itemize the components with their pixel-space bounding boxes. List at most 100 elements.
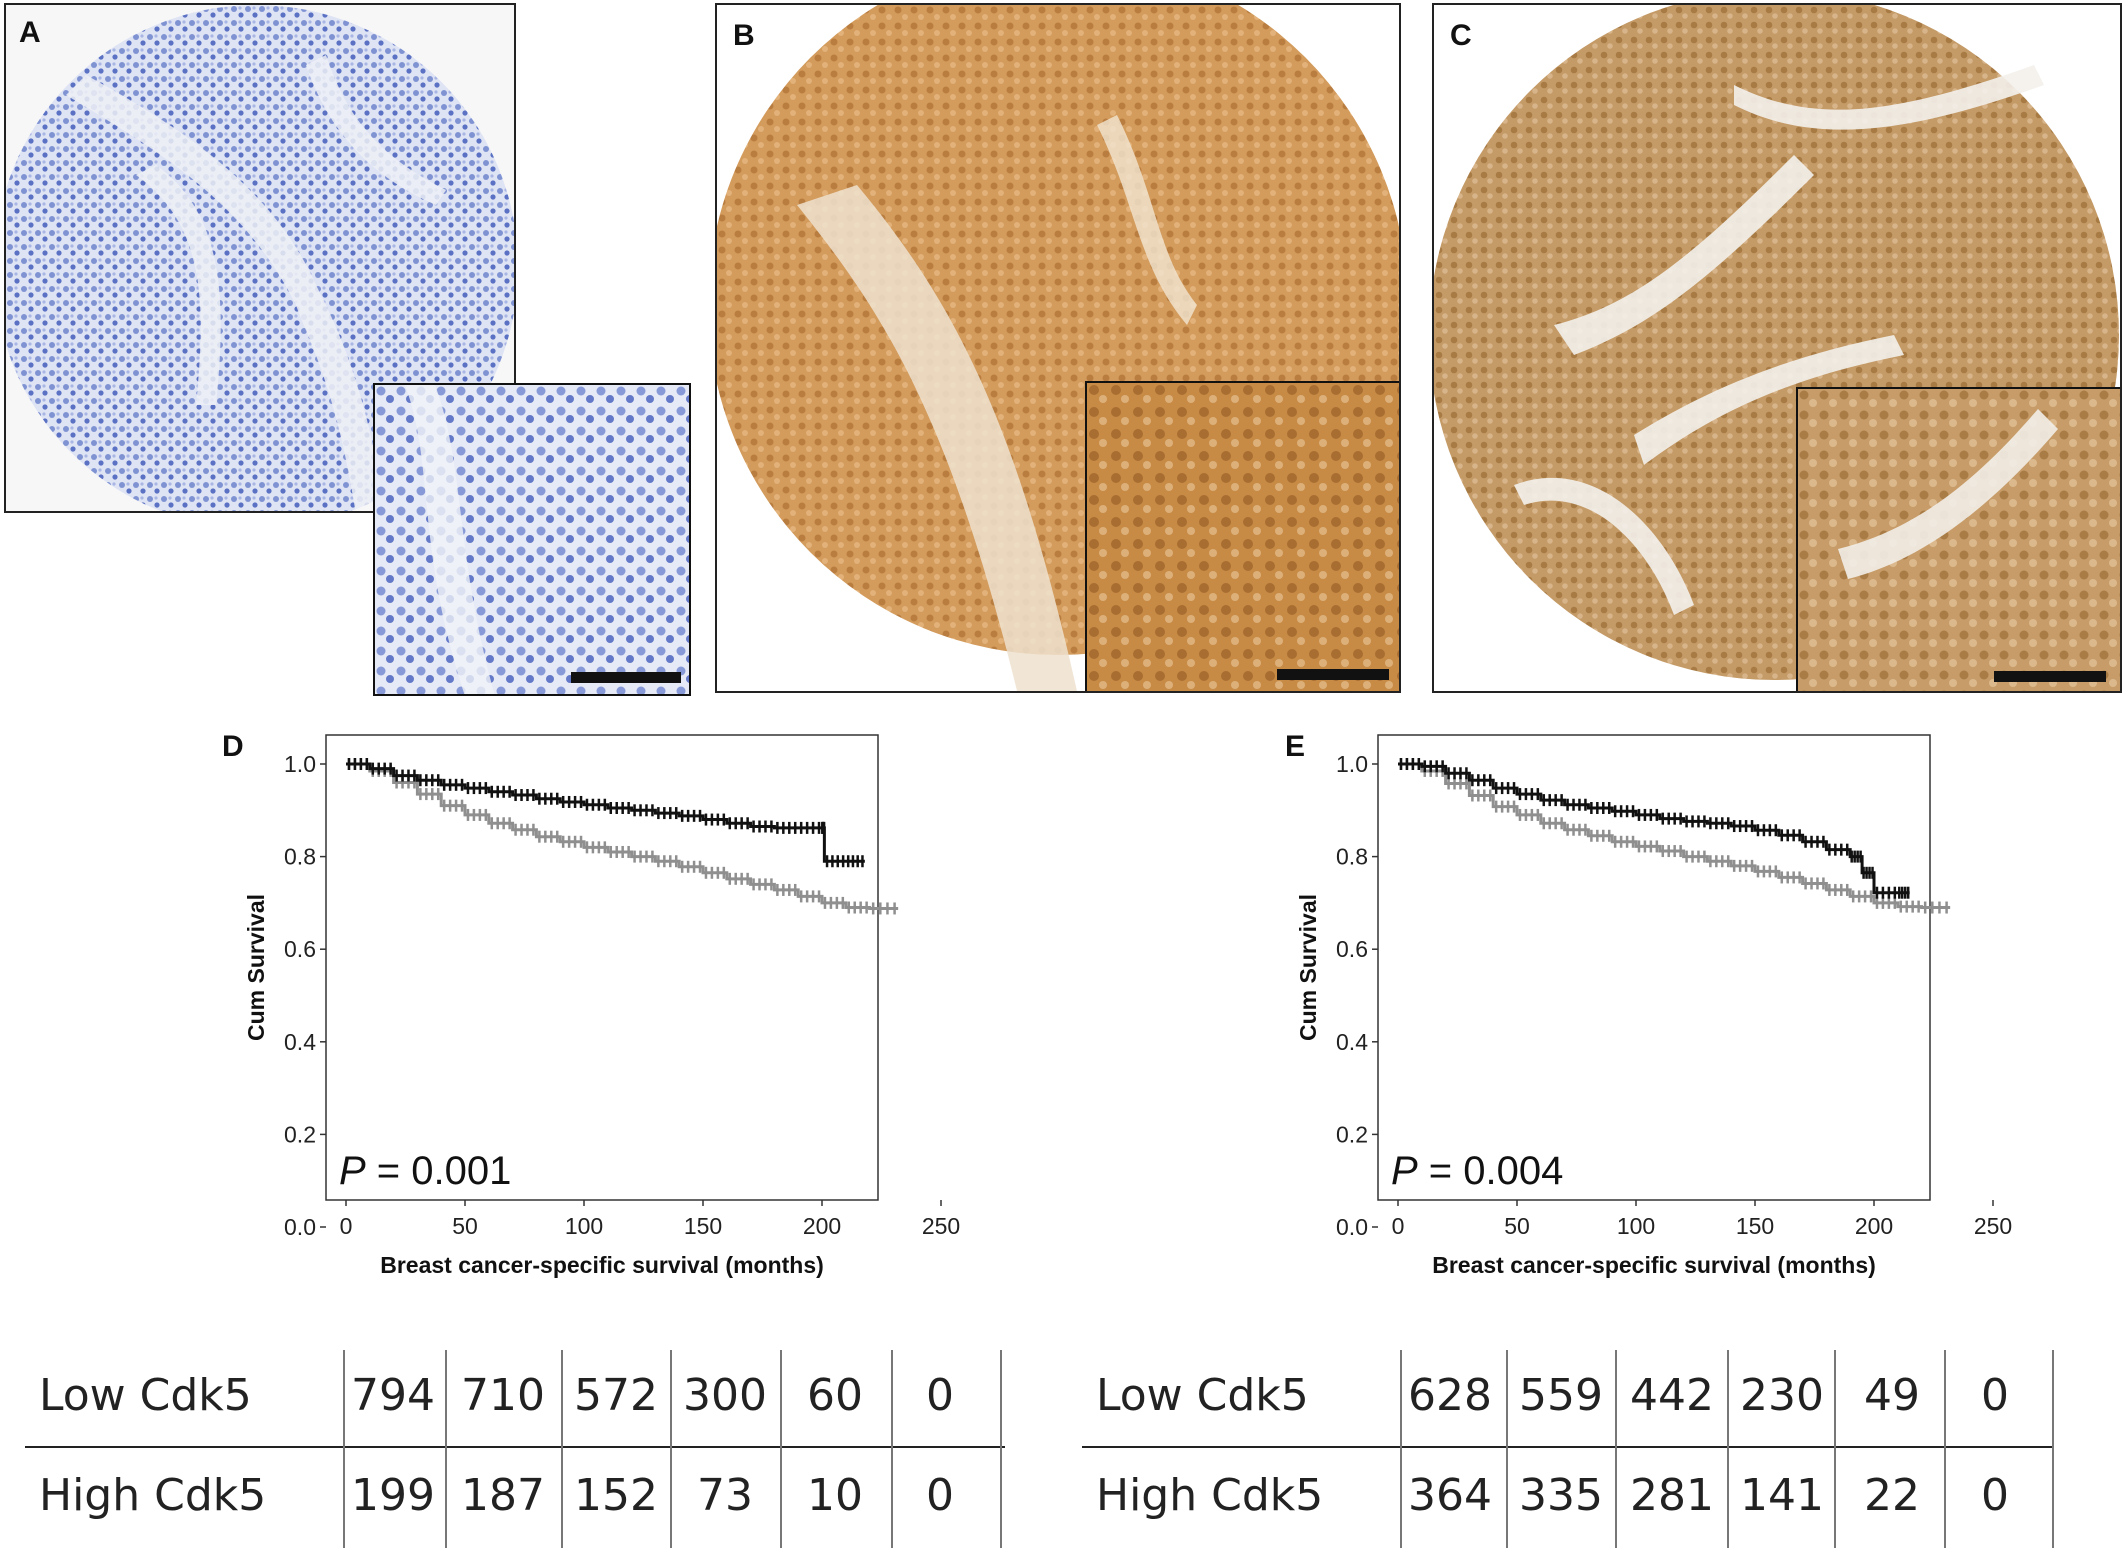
x-tick-label: 100	[565, 1213, 603, 1239]
inset-a-tissue	[375, 385, 689, 694]
column-divider	[780, 1350, 782, 1548]
y-tick-label: 0.6	[284, 936, 316, 962]
x-tick-label: 200	[803, 1213, 841, 1239]
table-cell: 335	[1519, 1470, 1603, 1521]
column-divider	[1727, 1350, 1729, 1548]
scale-bar-b	[1277, 669, 1389, 680]
inset-c-tissue	[1798, 389, 2120, 691]
column-divider	[1944, 1350, 1946, 1548]
table-cell: 559	[1519, 1370, 1603, 1421]
y-axis-label: Cum Survival	[1295, 894, 1321, 1041]
table-divider-d	[25, 1446, 1005, 1448]
magnified-inset-a-frame	[373, 383, 691, 696]
table-cell: 49	[1864, 1370, 1920, 1421]
column-divider	[343, 1350, 345, 1548]
y-tick-label: 0.4	[284, 1029, 316, 1055]
y-tick-label: 0.8	[284, 844, 316, 870]
inset-b-tissue	[1087, 383, 1399, 691]
table-cell: 10	[807, 1470, 863, 1521]
x-tick-label: 200	[1855, 1213, 1893, 1239]
table-cell: 364	[1408, 1470, 1492, 1521]
panel-letter-d: D	[222, 730, 244, 763]
x-axis-label: Breast cancer-specific survival (months)	[1432, 1252, 1876, 1278]
table-cell: 710	[461, 1370, 545, 1421]
plot-frame	[1377, 734, 1931, 1201]
table-cell: 141	[1740, 1470, 1824, 1521]
y-tick-label: 0.6	[1336, 936, 1368, 962]
panel-letter-e: E	[1285, 730, 1306, 763]
y-tick-label: 0.2	[1336, 1121, 1368, 1147]
scale-bar-c	[1994, 671, 2106, 682]
x-axis-label: Breast cancer-specific survival (months)	[380, 1252, 824, 1278]
table-cell: 0	[926, 1470, 954, 1521]
table-cell: 22	[1864, 1470, 1920, 1521]
table-cell: 230	[1740, 1370, 1824, 1421]
column-divider	[1000, 1350, 1002, 1548]
magnified-inset-c	[1796, 387, 2120, 691]
row-label: Low Cdk5	[39, 1370, 252, 1421]
y-tick-label: 0.4	[1336, 1029, 1368, 1055]
x-tick-label: 250	[1974, 1213, 2012, 1239]
x-tick-label: 0	[340, 1213, 353, 1239]
table-cell: 794	[351, 1370, 435, 1421]
panel-b-micrograph: B	[715, 3, 1401, 693]
table-cell: 187	[461, 1470, 545, 1521]
survival-curve-low	[1398, 762, 1910, 895]
x-tick-label: 50	[1504, 1213, 1530, 1239]
table-cell: 281	[1630, 1470, 1714, 1521]
p-value-annotation: P = 0.004	[1391, 1149, 1563, 1193]
survival-curve-low	[346, 762, 865, 863]
table-divider-e	[1082, 1446, 2052, 1448]
y-tick-label: 0.2	[284, 1121, 316, 1147]
table-cell: 73	[697, 1470, 753, 1521]
y-tick-label: 0.0	[284, 1214, 316, 1240]
column-divider	[670, 1350, 672, 1548]
x-tick-label: 250	[922, 1213, 960, 1239]
table-cell: 152	[574, 1470, 658, 1521]
table-cell: 442	[1630, 1370, 1714, 1421]
column-divider	[2052, 1350, 2054, 1548]
survival-chart-e: 0.0 0.2 0.4 0.6 0.8 1.0 0 50 100 150 200 250 Breast …	[1295, 734, 2012, 1278]
y-tick-label: 1.0	[284, 751, 316, 777]
column-divider	[1615, 1350, 1617, 1548]
column-divider	[1400, 1350, 1402, 1548]
table-cell: 199	[351, 1470, 435, 1521]
table-cell: 0	[926, 1370, 954, 1421]
x-tick-label: 150	[684, 1213, 722, 1239]
column-divider	[445, 1350, 447, 1548]
magnified-inset-b	[1085, 381, 1399, 691]
table-cell: 0	[1981, 1370, 2009, 1421]
y-axis-label: Cum Survival	[243, 894, 269, 1041]
row-label: Low Cdk5	[1096, 1370, 1309, 1421]
y-tick-label: 0.0	[1336, 1214, 1368, 1240]
table-cell: 300	[683, 1370, 767, 1421]
survival-chart-d: 0.0 0.2 0.4 0.6 0.8 1.0 0 50 100 150 200 250 Breast …	[243, 734, 960, 1278]
x-tick-label: 150	[1736, 1213, 1774, 1239]
panel-letter-c: C	[1450, 19, 1472, 52]
plot-frame	[325, 734, 879, 1201]
risk-table-d: Low Cdk5 794 710 572 300 60 0 High Cdk5 199 187 15…	[25, 1350, 1005, 1548]
column-divider	[891, 1350, 893, 1548]
column-divider	[561, 1350, 563, 1548]
table-cell: 0	[1981, 1470, 2009, 1521]
column-divider	[1834, 1350, 1836, 1548]
risk-table-e: Low Cdk5 628 559 442 230 49 0 High Cdk5 364 335 28…	[1082, 1350, 2062, 1548]
survival-curve-high	[346, 762, 899, 910]
scale-bar-a	[571, 672, 681, 683]
y-tick-label: 1.0	[1336, 751, 1368, 777]
panel-letter-b: B	[733, 19, 755, 52]
y-tick-label: 0.8	[1336, 844, 1368, 870]
table-cell: 628	[1408, 1370, 1492, 1421]
row-label: High Cdk5	[39, 1470, 267, 1521]
x-tick-label: 50	[452, 1213, 478, 1239]
x-tick-label: 100	[1617, 1213, 1655, 1239]
row-label: High Cdk5	[1096, 1470, 1324, 1521]
table-cell: 60	[807, 1370, 863, 1421]
panel-c-micrograph: C	[1432, 3, 2122, 693]
x-tick-label: 0	[1392, 1213, 1405, 1239]
p-value-annotation: P = 0.001	[339, 1149, 511, 1193]
column-divider	[1506, 1350, 1508, 1548]
panel-letter-a: A	[19, 16, 41, 49]
table-cell: 572	[574, 1370, 658, 1421]
survival-curve-high	[1398, 762, 1951, 910]
